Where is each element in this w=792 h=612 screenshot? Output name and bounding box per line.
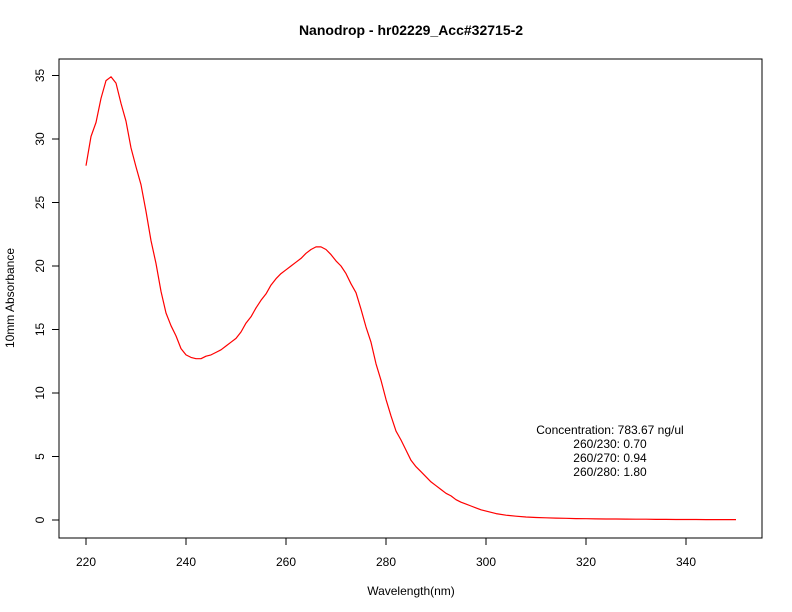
annotation-line: Concentration: 783.67 ng/ul bbox=[536, 423, 683, 437]
series-layer bbox=[85, 76, 736, 521]
y-tick-label: 20 bbox=[33, 259, 47, 273]
y-tick-label: 30 bbox=[33, 132, 47, 146]
y-tick-label: 0 bbox=[33, 516, 47, 523]
y-tick-label: 35 bbox=[33, 69, 47, 83]
x-tick-label: 340 bbox=[676, 555, 696, 569]
chart-title: Nanodrop - hr02229_Acc#32715-2 bbox=[299, 22, 523, 38]
y-axis-label: 10mm Absorbance bbox=[3, 248, 17, 348]
x-tick-label: 280 bbox=[376, 555, 396, 569]
x-tick-label: 260 bbox=[276, 555, 296, 569]
y-tick-label: 15 bbox=[33, 323, 47, 337]
x-tick-label: 300 bbox=[476, 555, 496, 569]
x-tick-label: 220 bbox=[76, 555, 96, 569]
y-axis: 0 5 10 15 20 25 30 35 bbox=[33, 69, 60, 523]
y-tick-label: 25 bbox=[33, 196, 47, 210]
y-tick-label: 5 bbox=[33, 453, 47, 460]
y-tick-label: 10 bbox=[33, 386, 47, 400]
x-axis-label: Wavelength(nm) bbox=[367, 584, 455, 598]
x-axis: 220 240 260 280 300 320 340 bbox=[76, 537, 696, 569]
annotation-line: 260/270: 0.94 bbox=[573, 451, 647, 465]
annotation-line: 260/230: 0.70 bbox=[573, 437, 647, 451]
x-tick-label: 320 bbox=[576, 555, 596, 569]
annotation-line: 260/280: 1.80 bbox=[573, 465, 647, 479]
absorbance-series-line bbox=[85, 76, 736, 521]
x-tick-label: 240 bbox=[176, 555, 196, 569]
